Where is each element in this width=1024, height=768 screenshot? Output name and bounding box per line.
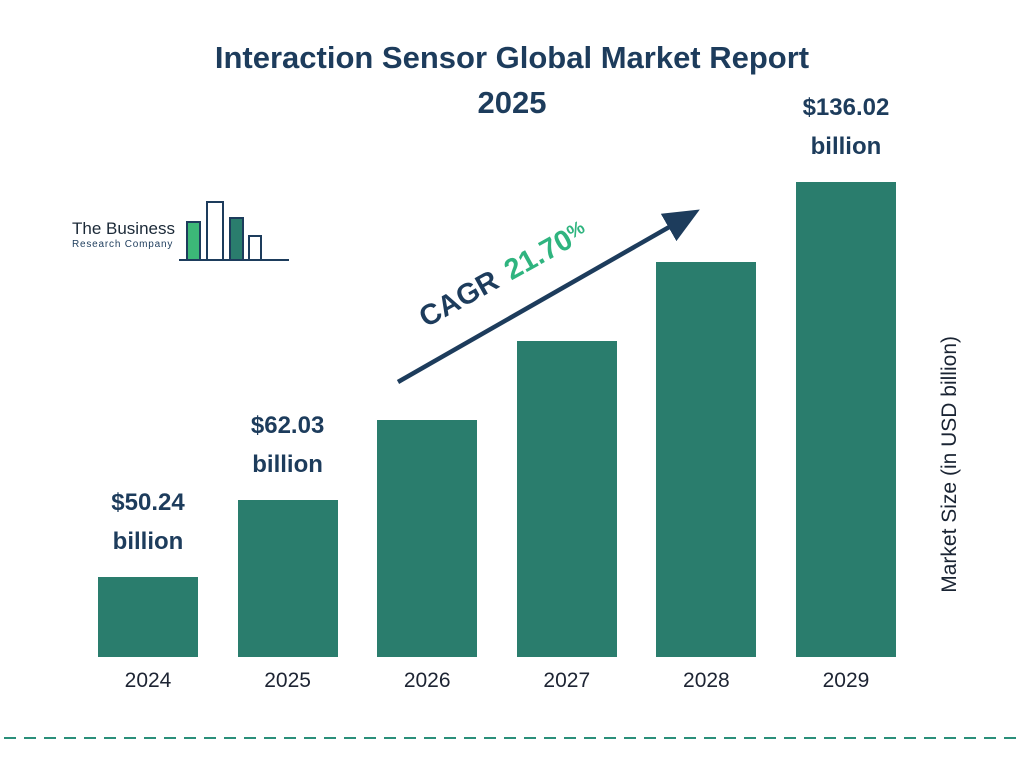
year-label-2024: 2024 <box>124 669 172 692</box>
logo-bars-icon <box>179 201 289 261</box>
bar-value-label: $136.02 billion <box>803 89 890 166</box>
bar-group-2029: $136.02 billion 2029 <box>795 89 896 692</box>
value-unit: billion <box>810 132 882 160</box>
year-label-2029: 2029 <box>822 669 870 692</box>
bar-2028 <box>656 262 757 657</box>
bar-chart: $50.24 billion 2024 $62.03 billion 2025 … <box>98 89 896 692</box>
bar-2025 <box>237 500 338 657</box>
bar-2026 <box>377 420 478 657</box>
bar-group-2028: 2028 <box>656 262 757 692</box>
page-title-line1: Interaction Sensor Global Market Report <box>214 40 810 75</box>
bar-group-2024: $50.24 billion 2024 <box>98 484 198 692</box>
year-label-2025: 2025 <box>264 669 311 692</box>
company-logo-text: The Business Research Company <box>72 219 175 266</box>
value-amount: $50.24 <box>111 489 185 517</box>
bar-value-label: $50.24 billion <box>111 484 184 561</box>
company-name: The Business <box>72 219 175 238</box>
value-unit: billion <box>112 527 184 555</box>
value-amount: $136.02 <box>802 94 890 122</box>
company-subname: Research Company <box>72 239 174 250</box>
bar-2024 <box>98 577 198 657</box>
bar-value-label: $62.03 billion <box>251 407 324 484</box>
bar-2029 <box>795 182 896 657</box>
bar-2027 <box>516 341 617 657</box>
bar-group-2025: $62.03 billion 2025 <box>237 407 338 692</box>
year-label-2026: 2026 <box>403 669 451 692</box>
company-logo: The Business Research Company <box>72 196 293 266</box>
page-title: Interaction Sensor Global Market Report … <box>122 36 902 126</box>
value-unit: billion <box>252 450 323 478</box>
value-amount: $62.03 <box>250 412 325 440</box>
y-axis-label: Market Size (in USD billion) <box>938 336 961 593</box>
bar-group-2026: 2026 <box>377 420 478 692</box>
year-label-2028: 2028 <box>683 669 730 692</box>
year-label-2027: 2027 <box>543 669 591 692</box>
bar-group-2027: 2027 <box>516 341 617 692</box>
page-title-line2: 2025 <box>477 84 547 120</box>
bottom-dashed-divider <box>4 737 1020 739</box>
cagr-trend-arrow-icon <box>396 209 700 384</box>
